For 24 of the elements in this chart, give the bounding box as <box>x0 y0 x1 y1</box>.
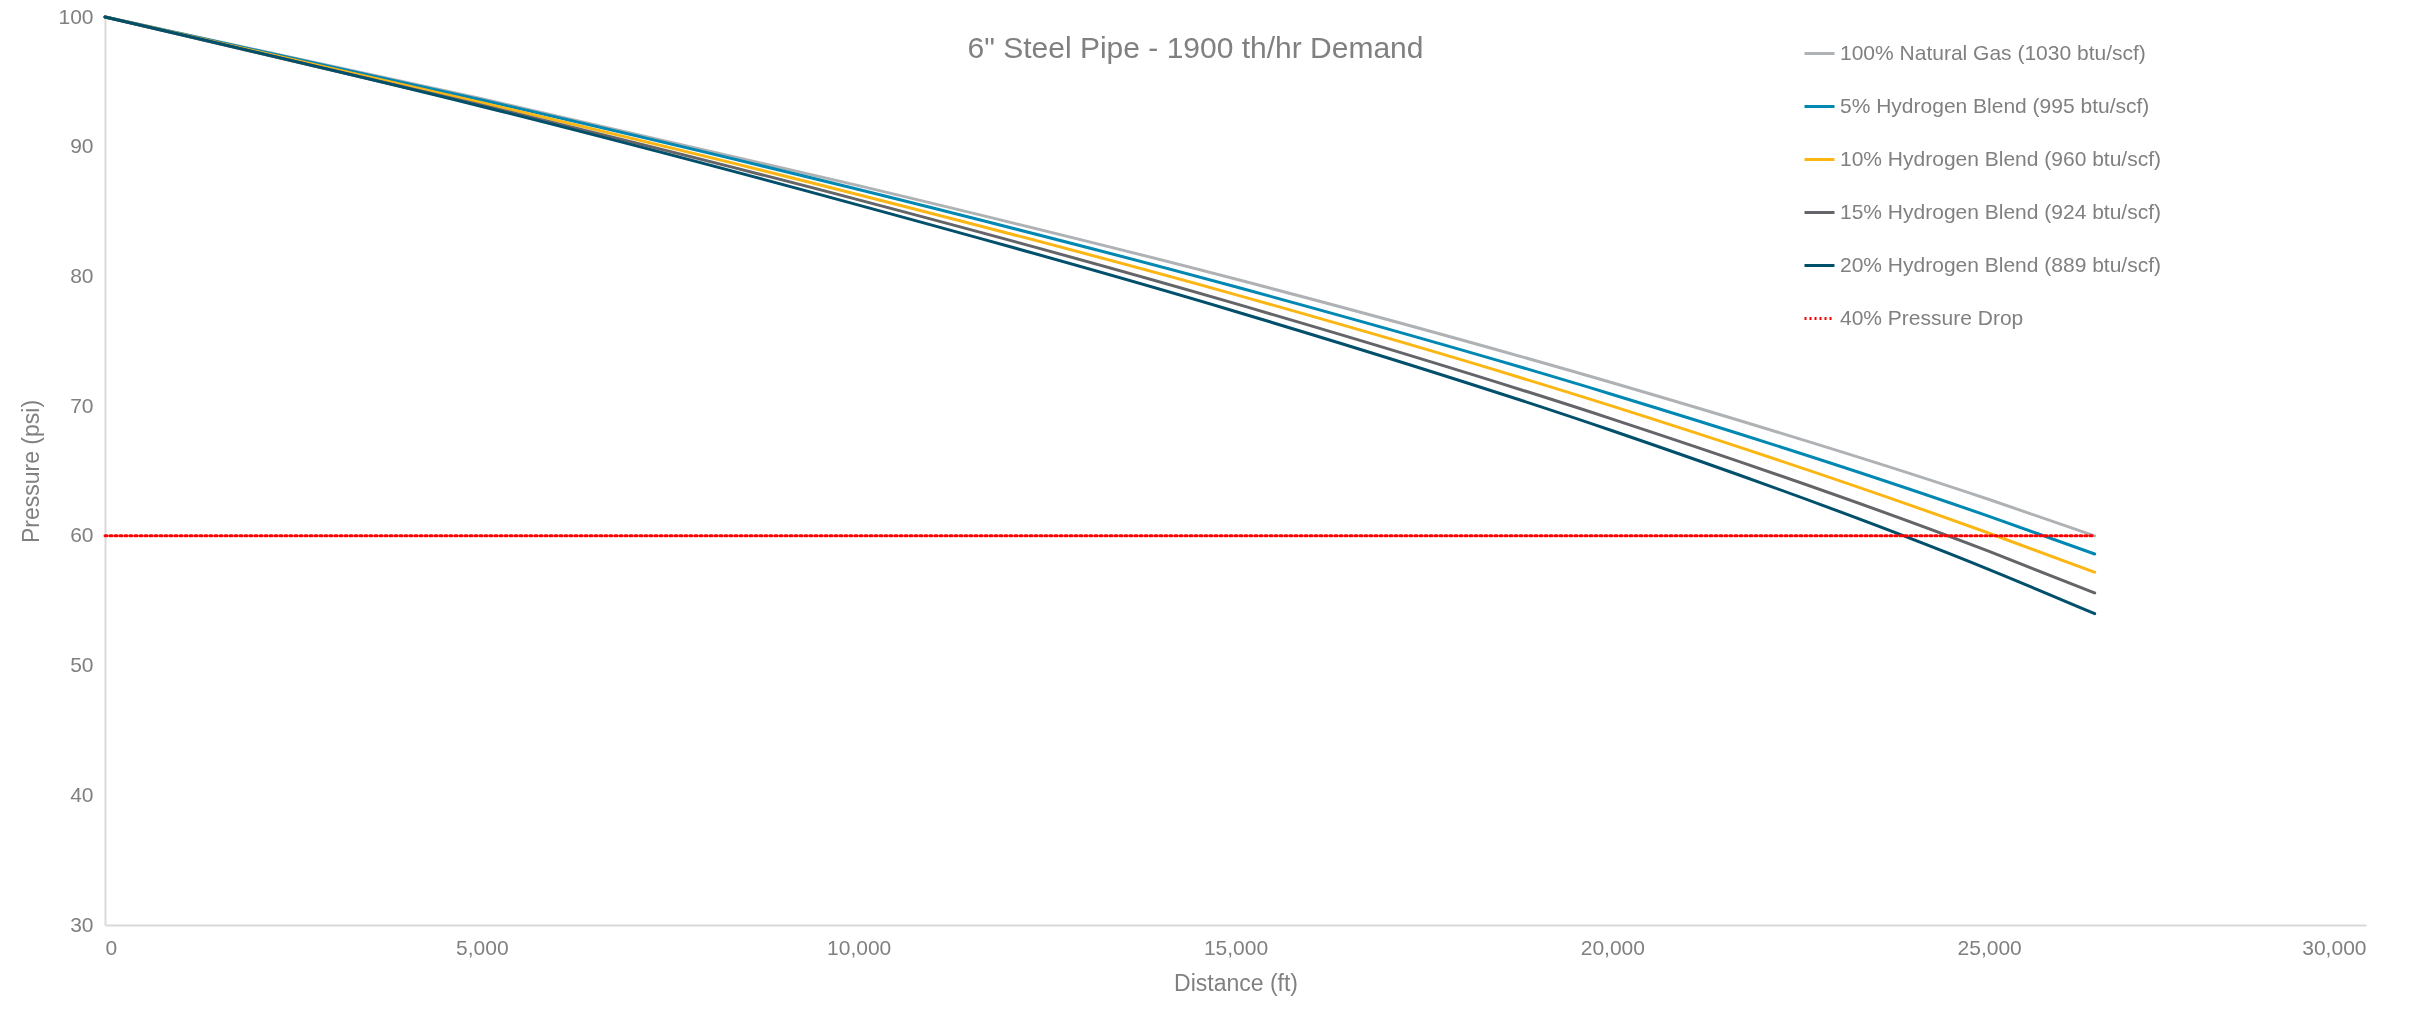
chart-title: 6" Steel Pipe - 1900 th/hr Demand <box>967 31 1424 64</box>
y-tick-label: 80 <box>70 263 94 287</box>
y-tick-label: 30 <box>70 912 94 936</box>
x-tick-label: 30,000 <box>2302 935 2367 959</box>
y-tick-label: 70 <box>70 393 94 417</box>
x-tick-label: 5,000 <box>456 935 509 959</box>
legend-label: 5% Hydrogen Blend (995 btu/scf) <box>1840 93 2150 117</box>
y-tick-label: 60 <box>70 523 94 547</box>
y-tick-label: 50 <box>70 653 94 677</box>
x-axis-title: Distance (ft) <box>1174 969 1298 996</box>
legend-label: 40% Pressure Drop <box>1840 305 2024 329</box>
y-tick-label: 40 <box>70 782 94 806</box>
x-tick-label: 10,000 <box>827 935 892 959</box>
y-tick-label: 90 <box>70 134 94 158</box>
x-tick-label: 20,000 <box>1580 935 1645 959</box>
legend-label: 10% Hydrogen Blend (960 btu/scf) <box>1840 146 2162 170</box>
legend-label: 100% Natural Gas (1030 btu/scf) <box>1840 40 2146 64</box>
y-axis-title: Pressure (psi) <box>18 399 45 544</box>
x-tick-label: 0 <box>105 935 118 959</box>
x-tick-label: 25,000 <box>1957 935 2022 959</box>
x-tick-label: 15,000 <box>1203 935 1269 959</box>
legend-label: 15% Hydrogen Blend (924 btu/scf) <box>1840 199 2162 223</box>
legend-label: 20% Hydrogen Blend (889 btu/scf) <box>1840 252 2162 276</box>
y-tick-label: 100 <box>58 4 94 28</box>
